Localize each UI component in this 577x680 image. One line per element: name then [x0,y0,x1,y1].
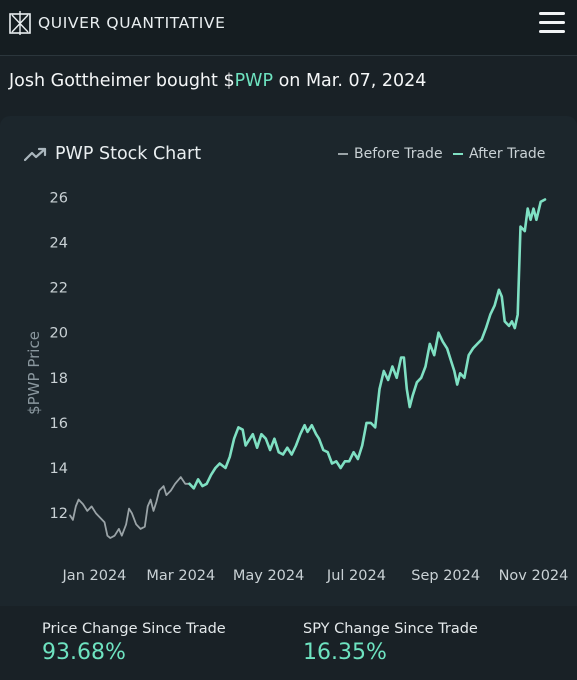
x-tick-label: Sep 2024 [411,568,480,584]
y-tick-label: 18 [50,371,68,387]
top-navigation-bar: QUIVER QUANTITATIVE [0,0,577,56]
legend-swatch-before [338,153,348,155]
legend-label-after: After Trade [469,146,546,162]
y-tick-label: 12 [50,506,68,522]
series-line-before-trade [69,476,191,539]
y-tick-label: 14 [50,461,68,477]
headline-prefix: Josh Gottheimer bought $ [9,71,235,91]
legend-swatch-after [453,153,463,155]
ticker-link[interactable]: PWP [234,71,274,91]
x-tick-label: Jul 2024 [326,568,386,584]
y-tick-label: 24 [50,235,68,251]
quiver-logo-icon[interactable] [9,10,31,36]
trade-headline: Josh Gottheimer bought $PWP on Mar. 07, … [9,71,426,91]
legend-item-after-trade[interactable]: After Trade [453,146,545,162]
chart-card [0,116,577,606]
hamburger-menu-icon[interactable] [539,12,565,34]
spy-change-value: 16.35% [303,640,387,665]
y-tick-label: 20 [50,326,68,342]
legend-item-before-trade[interactable]: Before Trade [338,146,443,162]
y-tick-label: 22 [50,281,68,297]
headline-suffix: on Mar. 07, 2024 [273,71,427,91]
spy-change-label: SPY Change Since Trade [303,621,478,637]
x-tick-label: Nov 2024 [499,568,569,584]
y-tick-label: 16 [50,416,68,432]
price-change-value: 93.68% [42,640,126,665]
chart-title: PWP Stock Chart [55,144,202,164]
series-line-after-trade [188,198,547,490]
x-tick-label: Jan 2024 [62,568,127,584]
y-tick-label: 26 [50,190,68,206]
x-tick-label: Mar 2024 [146,568,215,584]
brand-name[interactable]: QUIVER QUANTITATIVE [38,14,226,32]
y-axis-label: $PWP Price [25,331,43,415]
x-tick-label: May 2024 [233,568,305,584]
legend-label-before: Before Trade [354,146,443,162]
trending-up-icon [24,147,47,162]
price-change-label: Price Change Since Trade [42,621,226,637]
